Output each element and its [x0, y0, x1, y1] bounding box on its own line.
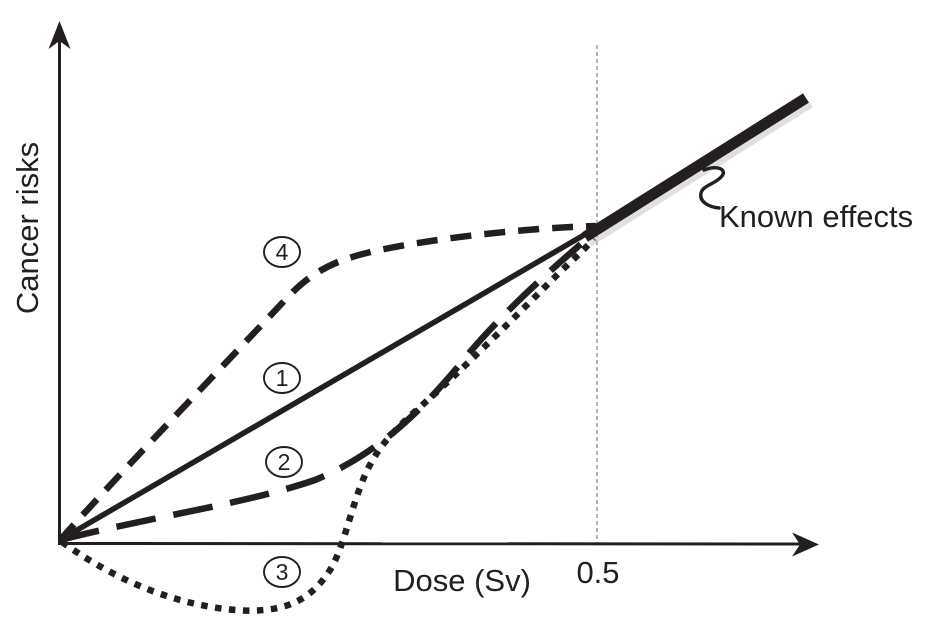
annotation-squiggle [699, 166, 725, 210]
x-axis-label: Dose (Sv) [393, 563, 531, 598]
y-axis-arrowhead [48, 21, 71, 49]
curve-4-short-dash [57, 222, 597, 543]
x-axis-line [57, 542, 805, 546]
curve-1-solid [58, 225, 598, 543]
curve-1-badge: 1 [263, 362, 301, 394]
curve-2-badge: 2 [265, 446, 303, 478]
x-tick-0-5: 0.5 [576, 555, 619, 590]
x-axis-arrowhead [792, 532, 819, 557]
curve-4-badge-number: 4 [276, 239, 289, 265]
known-effects-line-shadow [586, 98, 813, 247]
known-effects-label: Known effects [719, 199, 913, 234]
curve-2-long-dash [59, 228, 599, 544]
curve-1-badge-number: 1 [276, 365, 289, 391]
curve-1-badge-circle [263, 362, 301, 394]
curve-4-badge: 4 [263, 236, 301, 268]
curve-4-badge-circle [263, 236, 301, 268]
curve-3-badge: 3 [263, 556, 301, 588]
curve-3-badge-number: 3 [276, 559, 289, 585]
curve-3-badge-circle [263, 556, 301, 588]
curve-2-badge-circle [265, 446, 303, 478]
known-effects-line [582, 93, 809, 242]
y-axis-label: Cancer risks [10, 142, 45, 314]
curve-3-dotted [60, 235, 597, 614]
curve-2-badge-number: 2 [278, 449, 291, 475]
